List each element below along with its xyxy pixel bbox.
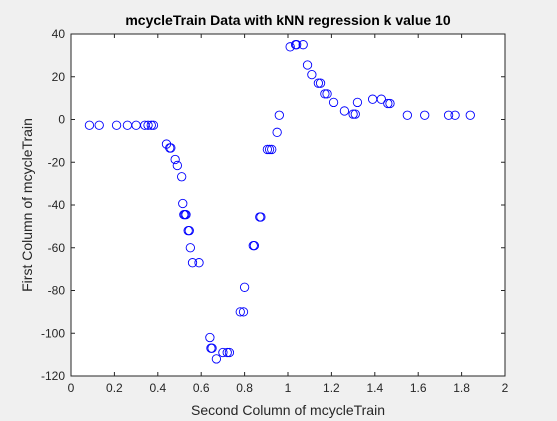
data-point	[143, 120, 153, 130]
data-point	[450, 110, 460, 120]
x-tick-labels: 0 0.2 0.4 0.6 0.8 1 1.2 1.4 1.6 1.8 2	[68, 381, 509, 395]
data-point	[218, 347, 228, 358]
data-point	[249, 240, 260, 251]
data-point	[181, 209, 191, 220]
x-axis-label: Second Column of mcycleTrain	[191, 402, 385, 418]
data-point	[262, 144, 273, 155]
y-tick-label: 20	[52, 70, 66, 84]
data-point	[222, 347, 232, 358]
data-point	[420, 110, 430, 120]
data-point	[383, 98, 393, 109]
data-point	[170, 154, 180, 165]
y-tick-label: -100	[41, 326, 65, 340]
data-point	[235, 307, 245, 317]
data-point	[285, 42, 295, 52]
data-point	[194, 258, 204, 268]
data-point	[172, 160, 182, 171]
y-axis-label: First Column of mcycleTrain	[19, 118, 35, 292]
data-point	[148, 120, 159, 130]
data-point	[94, 120, 104, 130]
x-tick-label: 1.4	[366, 381, 383, 395]
y-tick-label: 40	[52, 27, 66, 41]
data-point	[238, 307, 249, 317]
data-point	[256, 212, 266, 222]
data-point	[224, 347, 235, 358]
data-point	[239, 282, 250, 292]
x-tick-label: 0	[68, 381, 75, 395]
data-point	[465, 110, 475, 120]
axes-box	[70, 33, 506, 377]
data-point	[84, 120, 95, 130]
data-point	[272, 127, 282, 137]
x-tick-label: 1	[285, 381, 292, 395]
data-point	[402, 110, 412, 120]
plot-area	[71, 34, 505, 376]
data-point	[267, 144, 277, 155]
x-tick-label: 1.8	[453, 381, 470, 395]
data-point	[166, 143, 176, 153]
data-point	[205, 332, 215, 343]
y-tick-labels: 40 20 0 -20 -40 -60 -80 -100 -120	[41, 27, 65, 383]
data-point	[292, 40, 302, 50]
data-point	[211, 354, 222, 364]
data-point	[264, 144, 275, 155]
data-point	[178, 198, 188, 209]
x-tick-label: 0.6	[193, 381, 210, 395]
data-point	[376, 94, 386, 104]
data-point	[207, 343, 217, 353]
data-point	[146, 120, 156, 130]
data-point	[313, 78, 324, 88]
data-point	[298, 40, 308, 50]
data-point	[320, 89, 330, 99]
y-tick-label: -40	[48, 198, 66, 212]
data-point	[350, 109, 360, 119]
data-point	[315, 78, 326, 88]
data-point	[385, 98, 395, 109]
chart-title: mcycleTrain Data with kNN regression k v…	[125, 12, 450, 28]
x-tick-label: 0.4	[149, 381, 166, 395]
data-point	[322, 89, 332, 99]
y-tick-label: 0	[58, 113, 65, 127]
data-point	[339, 106, 350, 116]
data-point	[184, 225, 194, 236]
data-point	[443, 110, 454, 120]
y-tick-label: -60	[48, 241, 66, 255]
x-tick-label: 0.8	[236, 381, 253, 395]
data-point	[177, 172, 187, 182]
data-points	[84, 40, 475, 364]
data-point	[185, 243, 196, 253]
data-point	[352, 97, 363, 108]
data-point	[274, 110, 284, 120]
data-point	[328, 97, 339, 108]
data-point	[302, 60, 313, 70]
data-point	[307, 69, 317, 80]
y-tick-label: -120	[41, 369, 65, 383]
y-tick-label: -80	[48, 284, 66, 298]
x-tick-label: 1.2	[323, 381, 340, 395]
data-point	[348, 109, 358, 119]
x-tick-label: 1.6	[410, 381, 427, 395]
x-tick-label: 0.2	[106, 381, 123, 395]
data-point	[187, 258, 198, 268]
y-tick-label: -20	[48, 155, 66, 169]
data-point	[111, 120, 122, 130]
x-tick-label: 2	[502, 381, 509, 395]
